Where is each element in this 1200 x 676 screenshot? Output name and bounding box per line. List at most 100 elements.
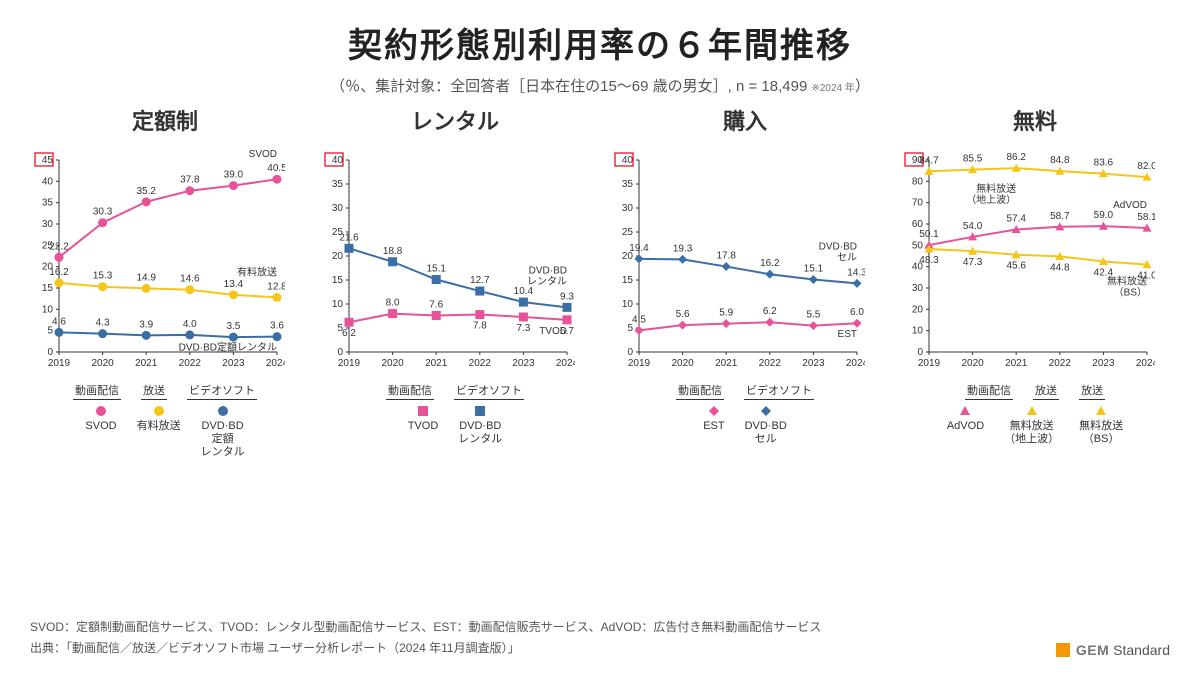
svg-text:7.3: 7.3 [516, 323, 530, 334]
legend-marker-icon [416, 404, 430, 418]
svg-text:14.6: 14.6 [180, 274, 200, 285]
svg-text:45: 45 [42, 155, 54, 166]
legend-item: DVD·BDセル [745, 404, 787, 446]
panel-title: 購入 [605, 104, 885, 136]
legend-marker-icon [216, 404, 230, 418]
svg-text:48.3: 48.3 [919, 255, 939, 266]
glossary-line: SVOD：定額制動画配信サービス、TVOD：レンタル型動画配信サービス、EST：… [30, 617, 1170, 637]
panel-title: レンタル [315, 104, 595, 136]
svg-text:4.6: 4.6 [52, 316, 66, 327]
svg-text:2021: 2021 [425, 358, 448, 369]
svg-text:3.9: 3.9 [139, 319, 153, 330]
svg-text:44.8: 44.8 [1050, 262, 1070, 273]
legend-header: 動画配信 [676, 382, 724, 400]
svg-text:15: 15 [332, 275, 344, 286]
svg-text:2022: 2022 [759, 358, 782, 369]
footer-notes: SVOD：定額制動画配信サービス、TVOD：レンタル型動画配信サービス、EST：… [30, 617, 1170, 658]
plot-area: 0510152025303540201920202021202220232024… [315, 142, 595, 372]
svg-text:47.3: 47.3 [963, 257, 983, 268]
chart-panel: 購入 0510152025303540201920202021202220232… [605, 104, 885, 460]
svg-text:7.6: 7.6 [429, 300, 443, 311]
svg-text:2019: 2019 [628, 358, 651, 369]
svg-text:2024: 2024 [1136, 358, 1155, 369]
legend-marker-icon [759, 404, 773, 418]
svg-text:無料放送: 無料放送 [1107, 275, 1147, 288]
svg-text:25: 25 [622, 227, 634, 238]
svg-text:3.6: 3.6 [270, 321, 284, 332]
svg-text:5.5: 5.5 [806, 310, 820, 321]
svg-text:15.3: 15.3 [93, 271, 113, 282]
svg-text:2021: 2021 [715, 358, 738, 369]
svg-text:85.5: 85.5 [963, 154, 983, 165]
svg-text:DVD·BD定額レンタル: DVD·BD定額レンタル [179, 341, 277, 354]
svg-text:40: 40 [42, 176, 54, 187]
svg-text:35.2: 35.2 [136, 186, 156, 197]
svg-text:59.0: 59.0 [1094, 210, 1114, 221]
svg-text:50: 50 [912, 240, 924, 251]
chart-svg: 0510152025303540452019202020212022202320… [25, 142, 285, 372]
svg-text:37.8: 37.8 [180, 175, 200, 186]
svg-text:16.2: 16.2 [760, 258, 780, 269]
svg-text:2023: 2023 [802, 358, 825, 369]
svg-text:57.4: 57.4 [1006, 214, 1026, 225]
svg-text:5.6: 5.6 [676, 309, 690, 320]
svg-text:2024: 2024 [846, 358, 865, 369]
chart-svg: 0510152025303540201920202021202220232024… [605, 142, 865, 372]
svg-text:0: 0 [627, 347, 633, 358]
chart-svg: 0510152025303540201920202021202220232024… [315, 142, 575, 372]
svg-text:30: 30 [42, 219, 54, 230]
svg-text:14.3: 14.3 [847, 267, 865, 278]
svg-text:10: 10 [912, 326, 924, 337]
brand-logo: GEM Standard [1056, 642, 1170, 658]
svg-text:無料放送: 無料放送 [976, 182, 1016, 195]
svg-text:84.7: 84.7 [919, 155, 939, 166]
svg-text:15: 15 [42, 283, 54, 294]
plot-area: 0510152025303540201920202021202220232024… [605, 142, 885, 372]
legend-header: ビデオソフト [744, 382, 814, 400]
legend-header: 動画配信 [386, 382, 434, 400]
svg-text:2022: 2022 [1049, 358, 1072, 369]
svg-text:19.3: 19.3 [673, 243, 693, 254]
page-subtitle: （％、集計対象：全回答者［日本在住の15～69 歳の男女］, n = 18,49… [0, 75, 1200, 96]
svg-text:AdVOD: AdVOD [1113, 200, 1147, 211]
chart-svg: 0102030405060708090201920202021202220232… [895, 142, 1155, 372]
plot-area: 0510152025303540452019202020212022202320… [25, 142, 305, 372]
svg-text:（地上波）: （地上波） [966, 193, 1016, 206]
svg-text:2019: 2019 [48, 358, 71, 369]
svg-text:3.5: 3.5 [226, 321, 240, 332]
legend-item: SVOD [85, 404, 116, 460]
svg-text:30: 30 [912, 283, 924, 294]
svg-text:（BS）: （BS） [1114, 287, 1147, 299]
svg-text:40: 40 [332, 155, 344, 166]
svg-text:2020: 2020 [961, 358, 984, 369]
svg-text:6.2: 6.2 [342, 328, 356, 339]
svg-text:80: 80 [912, 176, 924, 187]
svg-text:4.3: 4.3 [96, 318, 110, 329]
legend-header: 動画配信 [965, 382, 1013, 400]
legend-marker-icon [473, 404, 487, 418]
svg-text:58.7: 58.7 [1050, 211, 1070, 222]
legend-header: 放送 [1079, 382, 1105, 400]
svg-text:16.2: 16.2 [49, 267, 69, 278]
svg-text:EST: EST [838, 329, 857, 340]
svg-text:20: 20 [912, 304, 924, 315]
svg-text:30: 30 [332, 203, 344, 214]
brand-square-icon [1056, 643, 1070, 657]
legend-item: 無料放送（BS） [1079, 404, 1123, 446]
legend-item: TVOD [408, 404, 439, 446]
svg-text:TVOD: TVOD [539, 326, 567, 337]
legend-header: ビデオソフト [187, 382, 257, 400]
legend-marker-icon [94, 404, 108, 418]
svg-text:10.4: 10.4 [514, 286, 534, 297]
svg-text:2021: 2021 [1005, 358, 1028, 369]
legend-header: 放送 [1033, 382, 1059, 400]
svg-text:6.2: 6.2 [763, 306, 777, 317]
svg-text:82.0: 82.0 [1137, 161, 1155, 172]
svg-text:4.5: 4.5 [632, 314, 646, 325]
svg-text:12.8: 12.8 [267, 281, 285, 292]
svg-text:70: 70 [912, 198, 924, 209]
svg-text:58.1: 58.1 [1137, 212, 1155, 223]
svg-text:35: 35 [42, 198, 54, 209]
svg-text:15.1: 15.1 [426, 264, 446, 275]
svg-text:50.1: 50.1 [919, 229, 939, 240]
